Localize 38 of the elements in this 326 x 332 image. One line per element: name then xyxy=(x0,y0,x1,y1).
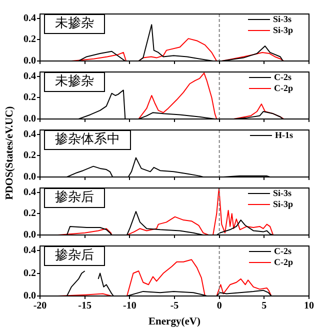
x-tick-label: -15 xyxy=(78,300,92,312)
annotation: 掺杂体系中 xyxy=(44,130,131,150)
legend-label: Si-3p xyxy=(272,199,293,210)
y-tick-label: 0.2 xyxy=(24,34,36,46)
legend-label: Si-3p xyxy=(272,25,293,36)
x-tick-label: 0 xyxy=(216,300,222,312)
annotation: 掺杂后 xyxy=(44,188,105,208)
y-tick-label: 0.0 xyxy=(24,56,36,67)
x-tick-label: 10 xyxy=(304,300,314,312)
y-tick-label: 0.2 xyxy=(24,92,36,104)
y-tick-label: 0.4 xyxy=(24,245,36,256)
x-axis-title: Energy(eV) xyxy=(148,316,201,328)
y-tick-label: 0.4 xyxy=(24,12,36,24)
x-tick-label: -5 xyxy=(170,300,179,312)
annotation: 掺杂后 xyxy=(44,246,105,266)
legend-label: C-2s xyxy=(274,246,292,257)
y-tick-label: 0.0 xyxy=(24,230,36,241)
legend-label: C-2s xyxy=(274,72,292,83)
y-tick-label: 0.4 xyxy=(24,70,36,82)
y-tick-label: 0.4 xyxy=(24,128,36,140)
legend-label: C-2p xyxy=(274,83,293,94)
legend-label: Si-3s xyxy=(272,188,292,199)
y-tick-label: 0.0 xyxy=(24,172,36,183)
y-tick-label: 0.0 xyxy=(24,114,36,125)
y-tick-label: 0.0 xyxy=(24,290,36,302)
x-tick-label: -20 xyxy=(33,300,47,312)
y-tick-label: 0.2 xyxy=(24,150,36,162)
y-axis-title: PDOS(States/eV.UC) xyxy=(4,106,16,200)
y-tick-label: 0.2 xyxy=(24,268,36,279)
annotation: 未掺杂 xyxy=(44,72,105,92)
legend-label: H-1s xyxy=(275,130,293,141)
x-tick-label: -10 xyxy=(122,300,136,312)
annotation: 未掺杂 xyxy=(44,14,105,34)
y-tick-label: 0.2 xyxy=(24,208,36,220)
y-tick-label: 0.4 xyxy=(24,186,36,198)
x-tick-label: 5 xyxy=(262,300,267,312)
legend-label: Si-3s xyxy=(272,14,292,25)
legend-label: C-2p xyxy=(274,257,293,268)
